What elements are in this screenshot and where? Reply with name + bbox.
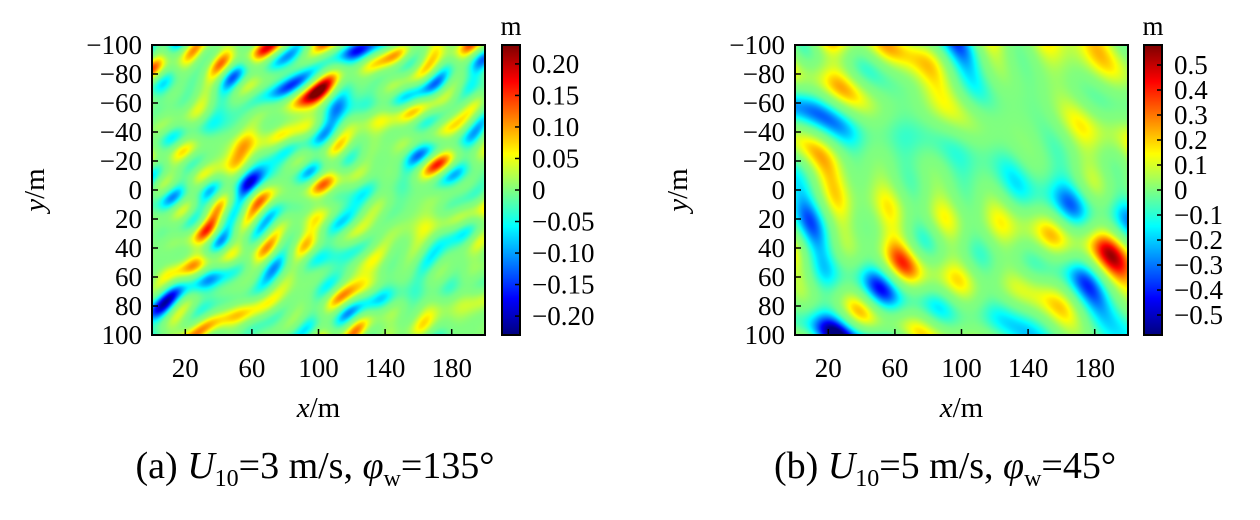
colorbar-tick-label: 0.2 <box>1174 125 1208 155</box>
axes-b: 20 60 100 140 180−100−80−60−40−2002040608010… <box>662 11 1223 424</box>
x-tick-label: 180 <box>1074 353 1115 383</box>
colorbar-a <box>502 45 520 335</box>
colorbar-unit: m <box>500 11 521 41</box>
colorbar-tick-label: −0.10 <box>532 238 594 268</box>
y-tick-label: 80 <box>758 291 785 321</box>
caption-a-u: U <box>187 445 215 487</box>
y-tick-label: −20 <box>743 146 785 176</box>
heatmap-b <box>795 45 1128 335</box>
y-axis-label: y/m <box>19 168 51 215</box>
panel-b: 20 60 100 140 180 −100 −80 −60 −40 −20 0 20 40 60 80 10… <box>630 0 1260 520</box>
caption-a-phi: φ <box>362 445 384 487</box>
y-tick-label: −80 <box>100 59 142 89</box>
caption-a-phi-sub: w <box>383 466 401 492</box>
y-tick-label: 20 <box>115 204 142 234</box>
x-tick-label: 180 <box>431 353 472 383</box>
colorbar-tick-label: −0.20 <box>532 301 594 331</box>
x-tick-label: 140 <box>365 353 406 383</box>
plot-frame <box>151 44 486 336</box>
colorbar-tick-label: −0.5 <box>1174 300 1223 330</box>
caption-b-phi-sub: w <box>1024 466 1042 492</box>
x-axis-label: x/m <box>296 392 341 424</box>
colorbar-tick-label: 0.4 <box>1174 75 1208 105</box>
y-tick-label: 80 <box>115 291 142 321</box>
caption-a-prefix: (a) <box>135 445 188 487</box>
y-tick-label: 0 <box>772 175 786 205</box>
caption-b-eq1: =5 m/s, <box>879 445 1004 487</box>
x-tick-label: 100 <box>298 353 339 383</box>
caption-b-u-sub: 10 <box>855 466 880 492</box>
colorbar-tick-label: 0.1 <box>1174 150 1208 180</box>
x-axis-label: x/m <box>939 392 984 424</box>
y-tick-label: 100 <box>745 320 786 350</box>
x-tick-label: 20 <box>815 353 842 383</box>
y-tick-label: −40 <box>100 117 142 147</box>
y-tick-label: −60 <box>743 88 785 118</box>
y-axis-label: y/m <box>662 168 694 215</box>
caption-a-eq1: =3 m/s, <box>238 445 363 487</box>
caption-b-eq2: =45° <box>1041 445 1117 487</box>
y-tick-label: 60 <box>115 262 142 292</box>
colorbar-tick-label: −0.4 <box>1174 275 1223 305</box>
x-tick-label: 20 <box>172 353 199 383</box>
y-tick-label: 0 <box>129 175 143 205</box>
y-tick-label: −80 <box>743 59 785 89</box>
y-tick-label: −60 <box>100 88 142 118</box>
caption-a: (a) U10=3 m/s, φw=135° <box>0 440 630 505</box>
axes-a: 20 60 100 140 180−100−80−60−40−2002040608010… <box>19 11 594 424</box>
y-tick-label: −100 <box>729 30 785 60</box>
y-tick-label: 100 <box>102 320 143 350</box>
colorbar-tick-label: 0.15 <box>532 80 579 110</box>
colorbar-unit: m <box>1142 11 1163 41</box>
plot-frame <box>794 44 1129 336</box>
caption-b-u: U <box>827 445 856 487</box>
x-tick-label: 60 <box>238 353 265 383</box>
y-tick-label: −20 <box>100 146 142 176</box>
x-tick-label: 140 <box>1008 353 1049 383</box>
colorbar-tick-label: 0 <box>1174 175 1188 205</box>
colorbar-tick-label: 0.10 <box>532 112 579 142</box>
x-tick-label: 100 <box>941 353 982 383</box>
y-tick-label: 20 <box>758 204 785 234</box>
colorbar-tick-label: 0.05 <box>532 143 579 173</box>
colorbar-tick-label: −0.2 <box>1174 225 1223 255</box>
colorbar-b <box>1144 45 1162 335</box>
colorbar-tick-label: −0.3 <box>1174 250 1223 280</box>
colorbar-tick-label: −0.1 <box>1174 200 1223 230</box>
colorbar-tick-label: −0.05 <box>532 207 594 237</box>
y-tick-label: −100 <box>86 30 142 60</box>
panel-a: 20 60 100 140 180 −100 −80 −60 −40 −20 0 20 40 60 80 10… <box>0 11 630 505</box>
y-tick-label: 60 <box>758 262 785 292</box>
caption-b-prefix: (b) <box>773 445 828 487</box>
caption-a-u-sub: 10 <box>214 466 239 492</box>
x-tick-label: 60 <box>881 353 908 383</box>
colorbar-tick-label: 0.3 <box>1174 100 1208 130</box>
y-tick-label: 40 <box>115 233 142 263</box>
colorbar-tick-label: 0.20 <box>532 49 579 79</box>
caption-b: (b) U10=5 m/s, φw=45° <box>630 440 1260 505</box>
caption-b-phi: φ <box>1003 445 1025 487</box>
caption-a-eq2: =135° <box>400 445 495 487</box>
heatmap-a <box>152 45 485 335</box>
colorbar-tick-label: 0 <box>532 175 546 205</box>
y-tick-label: −40 <box>743 117 785 147</box>
y-tick-label: 40 <box>758 233 785 263</box>
colorbar-tick-label: −0.15 <box>532 270 594 300</box>
colorbar-tick-label: 0.5 <box>1174 50 1208 80</box>
